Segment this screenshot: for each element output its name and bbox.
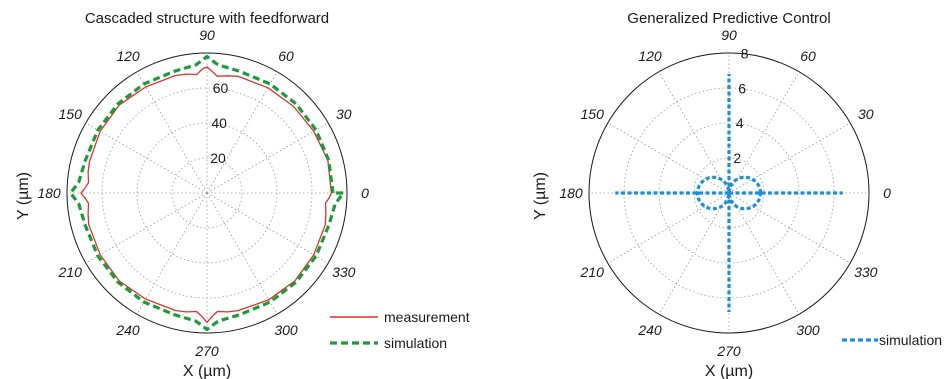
radial-tick-label: 2 — [733, 150, 741, 166]
angle-tick-label: 270 — [194, 343, 219, 359]
x-axis-label: X (µm) — [183, 363, 231, 379]
grid-spoke — [85, 122, 208, 194]
angle-tick-label: 30 — [336, 106, 352, 122]
grid-spoke — [85, 192, 208, 264]
angle-tick-label: 150 — [581, 106, 605, 122]
x-axis-label: X (µm) — [705, 363, 753, 379]
series-simulation — [68, 54, 346, 332]
angle-tick-label: 300 — [274, 322, 298, 338]
legend-label-simulation: simulation — [384, 335, 447, 351]
legend: measurement simulation — [330, 309, 470, 351]
radial-tick-label: 6 — [738, 80, 746, 96]
polar-grid — [66, 52, 348, 334]
radial-tick-label: 60 — [213, 80, 229, 96]
y-axis-label: Y (µm) — [15, 172, 32, 220]
grid-ring — [136, 122, 278, 264]
grid-spoke — [728, 192, 851, 264]
grid-ring — [658, 122, 800, 264]
grid-spoke — [607, 122, 730, 194]
angle-tick-label: 0 — [361, 185, 369, 201]
outer-boundary — [588, 52, 870, 334]
angle-tick-label: 330 — [854, 264, 878, 280]
polar-chart-gpc: Generalized Predictive Control 2 4 6 8 0 30 6… — [532, 10, 942, 379]
series-simulation — [695, 175, 763, 211]
angle-tick-label: 270 — [716, 343, 741, 359]
chart-title: Generalized Predictive Control — [627, 10, 830, 27]
grid-spoke — [206, 192, 278, 315]
radial-tick-labels: 20 40 60 — [210, 80, 228, 166]
polar-chart-cascaded: Cascaded structure with feedforward 20 40… — [15, 10, 470, 379]
grid-spoke — [728, 71, 800, 194]
outer-boundary — [66, 52, 348, 334]
angle-tick-label: 240 — [637, 322, 662, 338]
angle-tick-label: 90 — [199, 27, 215, 43]
angle-tick-label: 240 — [115, 322, 140, 338]
grid-spoke — [658, 71, 730, 194]
angle-tick-label: 180 — [37, 185, 61, 201]
angle-tick-label: 330 — [332, 264, 356, 280]
grid-spoke — [728, 192, 800, 315]
grid-spoke — [136, 71, 208, 194]
chart-title: Cascaded structure with feedforward — [85, 10, 329, 27]
grid-spoke — [607, 192, 730, 264]
angle-tick-labels: 0 30 60 90 120 150 180 210 240 270 300 330 — [559, 27, 891, 359]
angle-tick-label: 120 — [116, 48, 140, 64]
legend: simulation — [842, 332, 942, 348]
series-lines — [615, 74, 843, 312]
series-lines — [68, 54, 346, 332]
angle-tick-label: 180 — [559, 185, 583, 201]
grid-spoke — [206, 122, 329, 194]
radial-tick-label: 8 — [741, 45, 749, 61]
y-axis-label: Y (µm) — [532, 172, 549, 220]
legend-label-simulation: simulation — [879, 332, 942, 348]
grid-spoke — [206, 192, 329, 264]
angle-tick-label: 120 — [638, 48, 662, 64]
series-measurement — [80, 66, 332, 324]
angle-tick-label: 60 — [278, 48, 294, 64]
grid-spoke — [206, 71, 278, 194]
radial-tick-label: 20 — [210, 150, 226, 166]
radial-tick-label: 40 — [211, 115, 227, 131]
grid-spoke — [728, 122, 851, 194]
angle-tick-label: 210 — [580, 264, 605, 280]
radial-tick-label: 4 — [736, 115, 744, 131]
legend-label-measurement: measurement — [384, 309, 470, 325]
angle-tick-labels: 0 30 60 90 120 150 180 210 240 270 300 330 — [37, 27, 369, 359]
radial-tick-labels: 2 4 6 8 — [733, 45, 748, 166]
angle-tick-label: 300 — [796, 322, 820, 338]
angle-tick-label: 30 — [858, 106, 874, 122]
angle-tick-label: 90 — [721, 27, 737, 43]
angle-tick-label: 0 — [883, 185, 891, 201]
angle-tick-label: 150 — [59, 106, 83, 122]
grid-spoke — [658, 192, 730, 315]
grid-spoke — [136, 192, 208, 315]
angle-tick-label: 210 — [58, 264, 83, 280]
grid-ring — [171, 157, 243, 229]
angle-tick-label: 60 — [800, 48, 816, 64]
